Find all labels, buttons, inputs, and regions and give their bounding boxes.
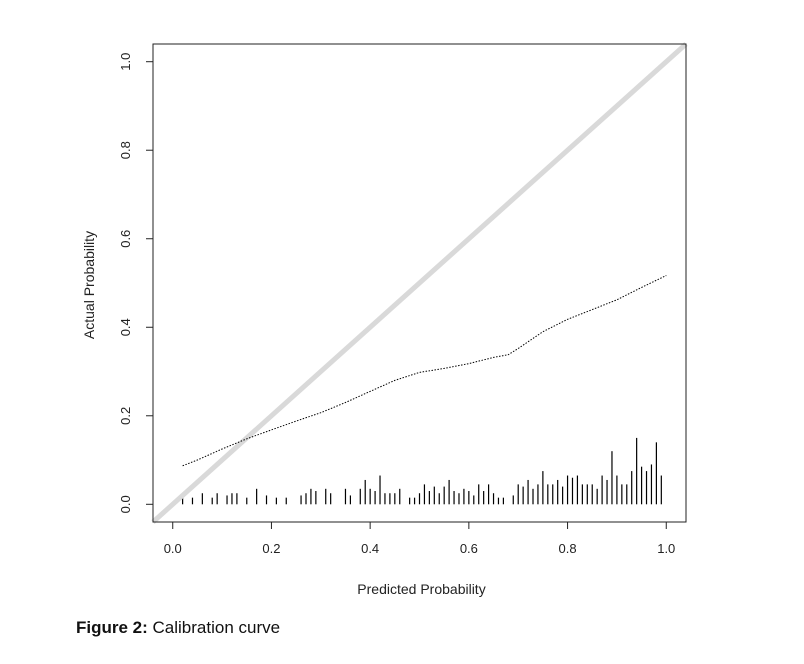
plot-frame xyxy=(152,43,687,523)
y-tick-label: 0.6 xyxy=(118,230,133,248)
y-axis-title: Actual Probability xyxy=(81,231,97,339)
x-tick-label: 0.6 xyxy=(460,541,478,556)
figure-caption: Figure 2: Calibration curve xyxy=(76,618,280,638)
x-axis-ticks: 0.0 0.2 0.4 0.6 0.8 1.0 xyxy=(164,522,675,556)
x-tick-label: 0.8 xyxy=(559,541,577,556)
y-tick-label: 0.8 xyxy=(118,141,133,159)
x-tick-label: 1.0 xyxy=(657,541,675,556)
y-tick-label: 0.0 xyxy=(118,495,133,513)
x-tick-label: 0.2 xyxy=(262,541,280,556)
y-tick-label: 0.4 xyxy=(118,318,133,336)
reference-diagonal-layer xyxy=(151,42,688,524)
reference-diagonal-line xyxy=(151,42,688,524)
y-axis-ticks: 0.0 0.2 0.4 0.6 0.8 1.0 xyxy=(118,53,153,513)
calibration-curve-line xyxy=(182,275,667,467)
y-tick-label: 1.0 xyxy=(118,53,133,71)
calibration-curve-layer xyxy=(182,275,667,467)
x-tick-label: 0.0 xyxy=(164,541,182,556)
figure-caption-text: Calibration curve xyxy=(147,618,281,637)
figure-caption-label: Figure 2: xyxy=(76,618,148,637)
x-axis-title: Predicted Probability xyxy=(357,581,485,597)
rug-layer xyxy=(182,437,662,505)
x-tick-label: 0.4 xyxy=(361,541,379,556)
y-tick-label: 0.2 xyxy=(118,407,133,425)
